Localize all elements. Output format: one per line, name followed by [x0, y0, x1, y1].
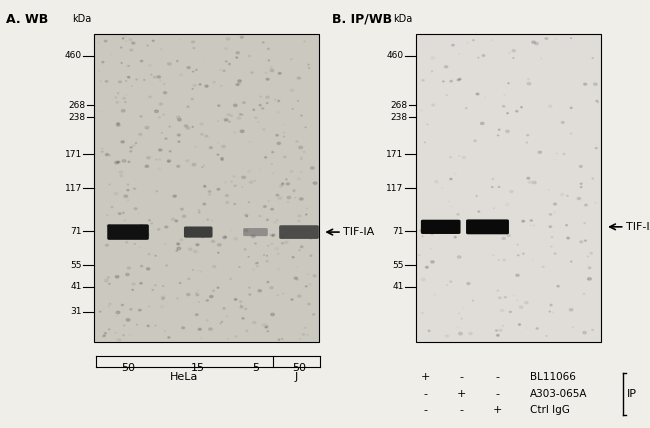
Text: B. IP/WB: B. IP/WB — [332, 13, 391, 26]
Text: 268: 268 — [391, 101, 408, 110]
Text: 268: 268 — [69, 101, 86, 110]
Text: 41: 41 — [71, 282, 82, 291]
Text: J: J — [294, 372, 298, 381]
Text: -: - — [495, 372, 499, 383]
Text: A. WB: A. WB — [6, 13, 49, 26]
Text: 460: 460 — [65, 51, 82, 60]
Text: 41: 41 — [392, 282, 404, 291]
Text: -: - — [460, 372, 463, 383]
Text: -: - — [424, 404, 428, 415]
Text: HeLa: HeLa — [170, 372, 198, 381]
Text: +: + — [421, 372, 430, 383]
Text: 171: 171 — [64, 150, 82, 159]
Text: -: - — [495, 389, 499, 399]
Text: 71: 71 — [392, 227, 404, 236]
Text: 238: 238 — [391, 113, 408, 122]
Text: 71: 71 — [70, 227, 82, 236]
Text: 117: 117 — [386, 184, 404, 193]
Text: 171: 171 — [386, 150, 404, 159]
Text: 55: 55 — [392, 261, 404, 270]
Text: 50: 50 — [121, 363, 135, 373]
Text: 117: 117 — [64, 184, 82, 193]
Text: BL11066: BL11066 — [530, 372, 576, 383]
Text: TIF-IA: TIF-IA — [626, 222, 650, 232]
Text: 5: 5 — [252, 363, 259, 373]
Text: TIF-IA: TIF-IA — [343, 227, 374, 237]
Text: -: - — [424, 389, 428, 399]
Text: 31: 31 — [70, 307, 82, 316]
Text: Ctrl IgG: Ctrl IgG — [530, 404, 569, 415]
Text: -: - — [460, 404, 463, 415]
Text: IP: IP — [627, 389, 637, 399]
Text: 238: 238 — [69, 113, 86, 122]
Text: +: + — [493, 404, 502, 415]
Text: +: + — [457, 389, 466, 399]
Text: A303-065A: A303-065A — [530, 389, 587, 399]
Text: kDa: kDa — [72, 14, 91, 24]
Text: 55: 55 — [70, 261, 82, 270]
Text: 460: 460 — [387, 51, 404, 60]
Text: 50: 50 — [292, 363, 306, 373]
Text: 15: 15 — [191, 363, 205, 373]
Text: kDa: kDa — [393, 14, 413, 24]
